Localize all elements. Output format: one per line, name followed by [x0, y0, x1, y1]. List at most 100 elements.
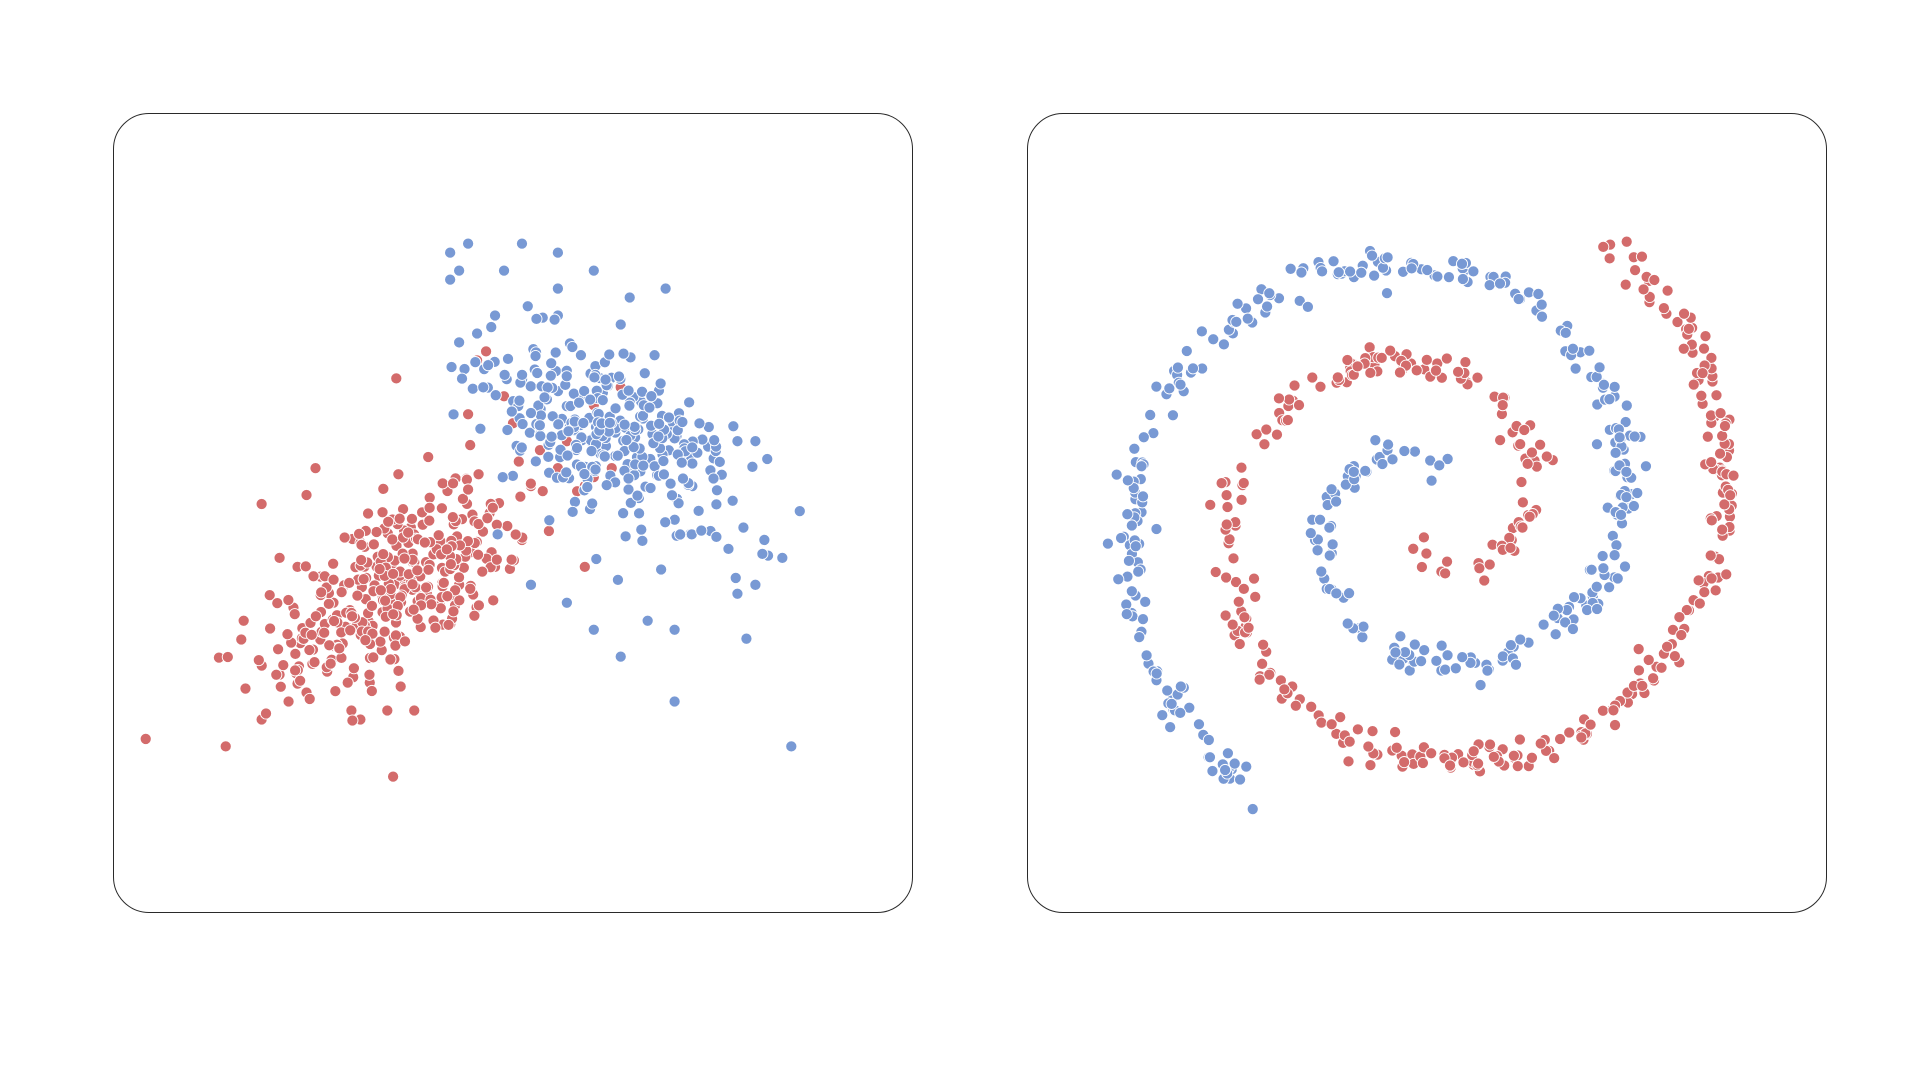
scatter-point — [1272, 392, 1286, 405]
scatter-point — [441, 590, 454, 603]
scatter-point — [271, 597, 284, 610]
scatter-point — [1693, 597, 1706, 610]
scatter-point — [274, 680, 287, 693]
scatter-point — [622, 472, 635, 485]
scatter-point — [1355, 266, 1368, 279]
scatter-point — [1228, 757, 1241, 770]
scatter-point — [462, 237, 475, 250]
scatter-point — [1494, 434, 1507, 447]
scatter-point — [662, 411, 676, 424]
scatter-point — [548, 313, 561, 326]
scatter-point — [1284, 262, 1297, 275]
scatter-point — [1631, 487, 1644, 500]
scatter-point — [1325, 718, 1338, 731]
scatter-point — [1534, 737, 1547, 750]
scatter-point — [529, 349, 542, 363]
scatter-point — [1457, 756, 1470, 769]
scatter-point — [1295, 266, 1308, 279]
scatter-point — [1627, 499, 1640, 513]
scatter-point — [611, 573, 624, 586]
scatter-point — [1256, 657, 1269, 670]
scatter-point — [282, 695, 295, 708]
scatter-point — [552, 418, 565, 431]
scatter-point — [1161, 684, 1174, 697]
scatter-point — [1593, 361, 1606, 374]
scatter-point — [1356, 631, 1369, 644]
scatter-point — [308, 656, 321, 669]
scatter-point — [1330, 587, 1343, 600]
scatter-plot-spirals — [1101, 235, 1740, 816]
scatter-point — [572, 396, 586, 409]
scatter-point — [447, 605, 460, 618]
scatter-plot-blobs — [139, 237, 806, 783]
scatter-point — [1677, 342, 1690, 355]
scatter-point — [1232, 595, 1245, 608]
scatter-point — [614, 318, 627, 331]
scatter-point — [338, 531, 351, 544]
scatter-point — [1330, 495, 1343, 508]
scatter-point — [683, 396, 696, 409]
scatter-point — [1283, 393, 1296, 406]
scatter-point — [1509, 658, 1523, 671]
scatter-point — [422, 563, 435, 576]
scatter-point — [1315, 716, 1328, 729]
scatter-point — [1128, 442, 1141, 455]
scatter-point — [1591, 602, 1604, 615]
scatter-point — [235, 633, 248, 646]
scatter-point — [1242, 621, 1255, 634]
scatter-point — [561, 449, 574, 462]
scatter-point — [1342, 755, 1355, 768]
scatter-point — [307, 570, 320, 583]
scatter-point — [398, 635, 412, 648]
scatter-point — [1603, 581, 1616, 594]
scatter-point — [1514, 438, 1527, 451]
scatter-point — [1325, 483, 1338, 496]
scatter-point — [485, 321, 498, 334]
scatter-point — [333, 642, 346, 655]
scatter-point — [387, 608, 400, 621]
scatter-point — [1648, 273, 1661, 287]
scatter-point — [692, 504, 705, 517]
scatter-point — [442, 618, 455, 631]
scatter-point — [464, 439, 477, 452]
scatter-point — [1144, 408, 1157, 421]
scatter-point — [1547, 609, 1560, 622]
scatter-point — [1484, 738, 1497, 751]
scatter-point — [1215, 477, 1228, 490]
scatter-point — [1716, 429, 1729, 442]
scatter-point — [1567, 591, 1581, 604]
scatter-point — [1444, 759, 1457, 772]
scatter-point — [620, 433, 633, 447]
scatter-point — [1292, 399, 1306, 412]
scatter-point — [1150, 380, 1163, 393]
scatter-point — [598, 450, 611, 463]
scatter-point — [516, 368, 529, 381]
scatter-point — [405, 512, 418, 525]
scatter-point — [353, 527, 366, 540]
scatter-point — [1125, 519, 1138, 532]
scatter-point — [1583, 344, 1596, 357]
scatter-point — [1121, 474, 1134, 487]
scatter-point — [664, 477, 677, 490]
scatter-point — [1229, 575, 1243, 589]
scatter-point — [384, 582, 397, 596]
scatter-point — [1235, 493, 1248, 506]
scatter-point — [1305, 700, 1318, 713]
scatter-point — [740, 632, 753, 645]
scatter-point — [299, 560, 312, 573]
scatter-point — [551, 282, 564, 295]
scatter-point — [1525, 751, 1538, 764]
scatter-point — [713, 455, 726, 468]
scatter-point — [524, 477, 537, 490]
scatter-point — [376, 506, 389, 519]
scatter-point — [347, 662, 360, 675]
scatter-point — [277, 659, 290, 672]
scatter-point — [1682, 322, 1695, 335]
scatter-point — [727, 420, 740, 433]
scatter-point — [514, 490, 527, 503]
scatter-point — [633, 507, 646, 520]
scatter-point — [1518, 423, 1531, 437]
scatter-point — [289, 664, 302, 677]
scatter-point — [487, 594, 500, 607]
scatter-point — [1496, 650, 1509, 663]
